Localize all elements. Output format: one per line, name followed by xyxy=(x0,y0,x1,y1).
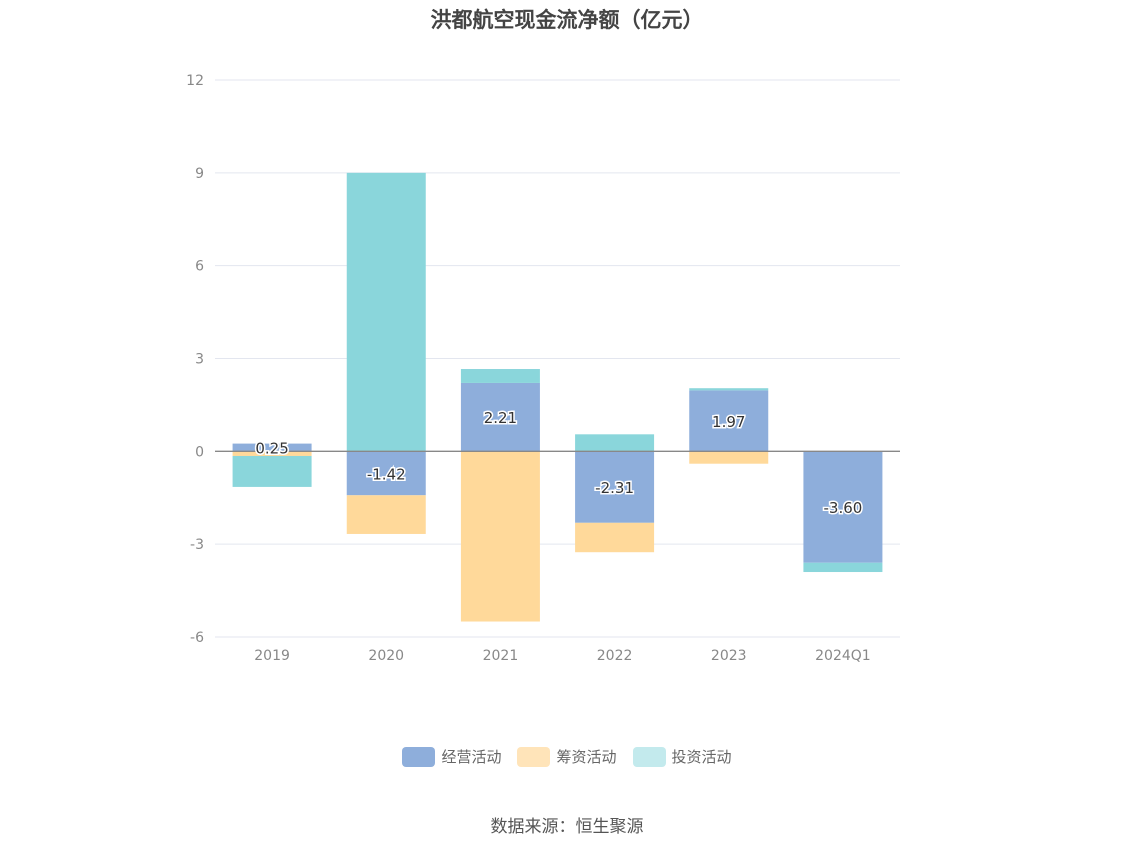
data-label: -3.60 xyxy=(824,499,863,517)
x-tick-label: 2019 xyxy=(254,648,290,664)
data-label: 2.21 xyxy=(484,409,517,427)
legend: 经营活动 筹资活动 投资活动 xyxy=(0,746,1134,767)
legend-item-financing[interactable]: 筹资活动 xyxy=(517,746,617,767)
legend-swatch-financing xyxy=(517,746,551,767)
bar-segment[interactable] xyxy=(232,455,312,487)
x-axis: 2019 2020 2021 2022 2023 2024Q1 xyxy=(254,648,870,664)
data-label: 1.97 xyxy=(712,413,745,431)
bar-segment[interactable] xyxy=(689,390,769,452)
gridlines: 12 9 6 3 0 -3 -6 xyxy=(186,73,900,646)
x-tick-label: 2020 xyxy=(368,648,404,664)
bar-segment[interactable] xyxy=(689,451,769,464)
bar-segment[interactable] xyxy=(460,451,540,622)
chart-title: 洪都航空现金流净额（亿元） xyxy=(430,8,704,32)
chart-plot: 12 9 6 3 0 -3 -6 0.25 -1.42 2.21 -2.31 1.97 -3.60 2… xyxy=(186,73,900,664)
legend-label-operating: 经营活动 xyxy=(441,748,502,766)
bar-segment[interactable] xyxy=(575,451,655,523)
x-tick-label: 2022 xyxy=(597,648,633,664)
legend-swatch-operating xyxy=(402,746,436,767)
y-tick-label: 0 xyxy=(195,444,204,460)
y-tick-label: 3 xyxy=(195,352,204,368)
legend-item-investing[interactable]: 投资活动 xyxy=(632,746,732,767)
bar-segment[interactable] xyxy=(460,382,540,452)
data-label: -1.42 xyxy=(367,465,406,483)
bar-segment[interactable] xyxy=(232,443,312,452)
bar-segment[interactable] xyxy=(689,388,769,391)
bar-segment[interactable] xyxy=(460,369,540,383)
y-tick-label: 6 xyxy=(195,259,204,275)
data-labels: 0.25 -1.42 2.21 -2.31 1.97 -3.60 xyxy=(254,408,864,519)
x-tick-label: 2021 xyxy=(483,648,519,664)
bar-segment[interactable] xyxy=(346,495,426,534)
y-tick-label: -6 xyxy=(190,630,204,646)
bar-segment[interactable] xyxy=(575,434,655,452)
bar-segment[interactable] xyxy=(346,451,426,496)
bar-segment[interactable] xyxy=(346,172,426,452)
y-tick-label: -3 xyxy=(190,537,204,553)
bar-segment[interactable] xyxy=(803,451,883,563)
legend-label-investing: 投资活动 xyxy=(671,748,732,766)
data-label: 0.25 xyxy=(255,439,288,457)
bar-segment[interactable] xyxy=(575,522,655,553)
x-tick-label: 2023 xyxy=(711,648,747,664)
bar-segment[interactable] xyxy=(803,562,883,573)
legend-item-operating[interactable]: 经营活动 xyxy=(402,746,501,767)
legend-label-financing: 筹资活动 xyxy=(556,748,617,766)
y-tick-label: 9 xyxy=(195,166,204,182)
legend-swatch-investing xyxy=(632,746,666,767)
y-tick-label: 12 xyxy=(186,73,204,89)
bars xyxy=(232,172,883,622)
bar-segment[interactable] xyxy=(232,451,312,456)
source-note: 数据来源：恒生聚源 xyxy=(490,817,644,837)
x-tick-label: 2024Q1 xyxy=(815,648,871,664)
data-label: -2.31 xyxy=(595,479,634,497)
